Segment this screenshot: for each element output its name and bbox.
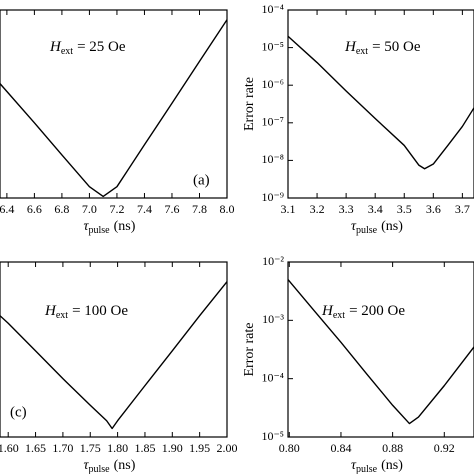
x-tick-label: 3.5 <box>397 202 412 216</box>
annotation-text: = 100 Oe <box>72 303 128 319</box>
annotation-text: = 25 Oe <box>77 39 126 55</box>
x-tick-label: 3.1 <box>281 202 296 216</box>
annotation-subscript: ext <box>333 310 345 321</box>
x-tick-label: 3.2 <box>310 202 325 216</box>
curve <box>0 281 228 430</box>
curve <box>0 19 228 198</box>
x-tick-label: 0.88 <box>382 441 403 455</box>
y-axis-label: Error rate <box>242 322 257 376</box>
y-tick-label: 10⁻⁵ <box>261 39 284 53</box>
x-tick-label: 1.85 <box>134 441 155 455</box>
x-tick-label: 0.80 <box>279 441 300 455</box>
y-tick-label: 10⁻⁴ <box>261 2 284 16</box>
annotation: Hext = 50 Oe <box>344 39 421 57</box>
curve <box>287 279 474 425</box>
annotation-symbol: H <box>344 39 357 55</box>
x-tick-label: 1.90 <box>162 441 183 455</box>
y-axis-label: Error rate <box>242 77 257 131</box>
x-axis-label: τpulse (ns) <box>84 458 136 474</box>
x-tick-label: 1.60 <box>0 441 19 455</box>
x-axis-label-subscript: pulse <box>89 464 111 474</box>
annotation-subscript: ext <box>356 46 368 57</box>
y-tick-label: 10⁻⁸ <box>261 152 284 166</box>
annotation-symbol: H <box>321 303 334 319</box>
x-tick-label: 7.2 <box>109 202 124 216</box>
x-axis-label: τpulse (ns) <box>84 219 136 236</box>
x-axis-label: τpulse (ns) <box>351 219 403 236</box>
x-axis-label-symbol: τ <box>351 458 357 473</box>
x-axis-label-symbol: τ <box>351 219 357 234</box>
x-tick-label: 7.6 <box>164 202 179 216</box>
y-tick-label: 10⁻⁶ <box>261 77 284 91</box>
x-tick-label: 7.4 <box>137 202 152 216</box>
y-tick-label: 10⁻⁹ <box>261 190 284 204</box>
x-axis-label-subscript: pulse <box>356 464 378 474</box>
x-axis-label-text: (ns) <box>381 458 403 473</box>
x-tick-label: 3.7 <box>455 202 470 216</box>
x-tick-label: 1.75 <box>80 441 101 455</box>
annotation: Hext = 100 Oe <box>44 303 128 321</box>
x-tick-label: 1.70 <box>52 441 73 455</box>
plot-frame <box>287 261 474 438</box>
annotation: Hext = 25 Oe <box>49 39 126 57</box>
x-tick-label: 7.8 <box>192 202 207 216</box>
x-tick-label: 7.0 <box>82 202 97 216</box>
x-axis-label-text: (ns) <box>114 458 136 473</box>
x-tick-label: 6.6 <box>27 202 42 216</box>
plot-frame <box>0 9 228 199</box>
panel-label: (c) <box>10 404 27 420</box>
x-axis-label-subscript: pulse <box>89 225 111 236</box>
plot-frame <box>0 261 228 438</box>
panel-label: (a) <box>193 172 210 188</box>
annotation-subscript: ext <box>56 310 68 321</box>
y-tick-label: 10⁻⁷ <box>261 115 284 129</box>
x-tick-label: 1.80 <box>107 441 128 455</box>
x-axis-label-symbol: τ <box>84 219 90 234</box>
x-tick-label: 6.8 <box>54 202 69 216</box>
x-tick-label: 6.4 <box>0 202 14 216</box>
x-axis-label-text: (ns) <box>381 219 403 234</box>
annotation-text: = 200 Oe <box>349 303 405 319</box>
x-axis-label-subscript: pulse <box>356 225 378 236</box>
x-tick-label: 3.4 <box>368 202 383 216</box>
annotation-subscript: ext <box>61 46 73 57</box>
x-tick-label: 8.0 <box>220 202 235 216</box>
y-tick-label: 10⁻⁵ <box>261 429 284 443</box>
x-axis-label-text: (ns) <box>114 219 136 234</box>
y-tick-label: 10⁻⁴ <box>261 370 284 384</box>
x-axis-label: τpulse (ns) <box>351 458 403 474</box>
curve <box>287 35 474 170</box>
annotation-symbol: H <box>49 39 62 55</box>
plot-frame <box>287 9 474 199</box>
x-tick-label: 0.84 <box>330 441 351 455</box>
x-axis-label-symbol: τ <box>84 458 90 473</box>
y-tick-label: 10⁻³ <box>262 312 284 326</box>
x-tick-label: 2.00 <box>217 441 238 455</box>
annotation: Hext = 200 Oe <box>321 303 405 321</box>
annotation-text: = 50 Oe <box>372 39 421 55</box>
x-tick-label: 1.65 <box>25 441 46 455</box>
x-tick-label: 1.95 <box>189 441 210 455</box>
x-tick-label: 3.6 <box>426 202 441 216</box>
annotation-symbol: H <box>44 303 57 319</box>
x-tick-label: 3.3 <box>339 202 354 216</box>
x-tick-label: 0.92 <box>434 441 455 455</box>
y-tick-label: 10⁻² <box>262 254 284 268</box>
